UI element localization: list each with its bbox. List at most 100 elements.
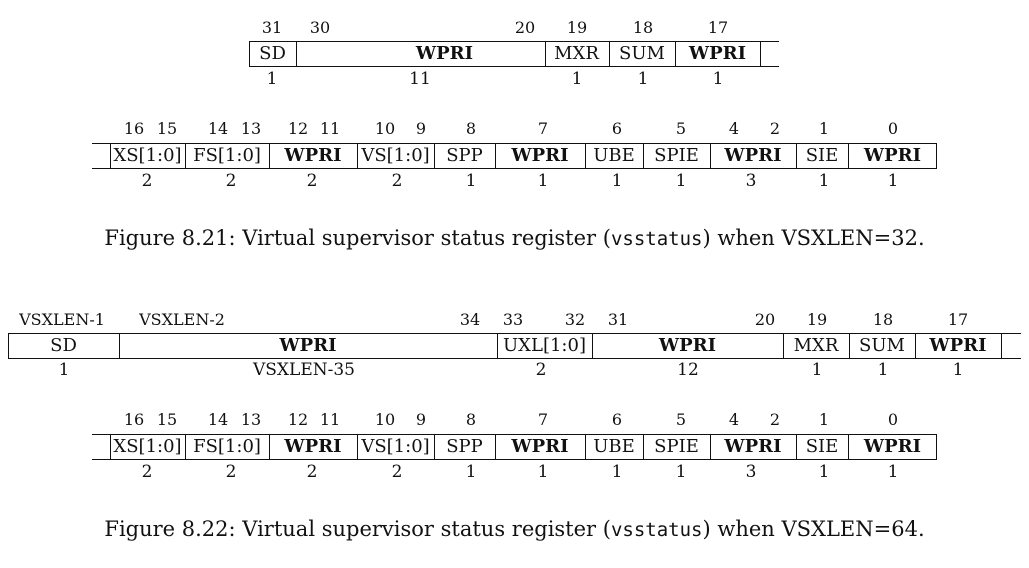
field-width: 1 xyxy=(571,69,583,89)
bit-index: 13 xyxy=(240,119,262,138)
field-divider xyxy=(675,41,676,66)
field-width: 2 xyxy=(391,171,403,191)
field-width: 2 xyxy=(141,462,153,482)
caption-text: ) when VSXLEN=32. xyxy=(702,226,925,250)
field-divider xyxy=(848,434,849,459)
field-sd: SD xyxy=(259,43,286,64)
bit-index: 10 xyxy=(374,410,396,429)
field-divider xyxy=(915,333,916,358)
register-row: SD WPRI UXL[1:0] WPRI MXR SUM WPRI xyxy=(8,333,1021,359)
bit-index: 15 xyxy=(156,410,178,429)
field-xs: XS[1:0] xyxy=(113,436,182,457)
register-row: XS[1:0] FS[1:0] WPRI VS[1:0] SPP WPRI UB… xyxy=(92,434,937,460)
field-ube: UBE xyxy=(593,436,635,457)
field-divider xyxy=(495,434,496,459)
field-divider xyxy=(545,41,546,66)
field-sd: SD xyxy=(50,335,77,356)
bit-index: 16 xyxy=(123,410,145,429)
field-divider xyxy=(185,434,186,459)
field-wpri: WPRI xyxy=(415,43,474,64)
bit-index: 8 xyxy=(465,410,477,429)
bit-index: 11 xyxy=(319,410,341,429)
field-divider xyxy=(592,333,593,358)
field-width-row: 2 2 2 2 1 1 1 1 3 1 1 xyxy=(0,461,1029,483)
field-xs: XS[1:0] xyxy=(113,145,182,166)
bit-index: 7 xyxy=(537,119,549,138)
bit-index: 5 xyxy=(675,119,687,138)
field-divider xyxy=(110,143,111,168)
field-width: 1 xyxy=(952,360,964,380)
field-width: 1 xyxy=(465,171,477,191)
field-divider xyxy=(296,41,297,66)
field-sum: SUM xyxy=(619,43,665,64)
field-mxr: MXR xyxy=(793,335,839,356)
field-wpri: WPRI xyxy=(284,436,342,457)
bit-index: 7 xyxy=(537,410,549,429)
field-width: 3 xyxy=(745,462,757,482)
bit-index: 0 xyxy=(887,410,899,429)
bit-index: 19 xyxy=(806,310,828,329)
field-wpri: WPRI xyxy=(284,145,342,166)
field-divider xyxy=(495,143,496,168)
field-divider xyxy=(119,333,120,358)
bit-index-row: 16 15 14 13 12 11 10 9 8 7 6 5 4 2 1 0 xyxy=(0,119,1029,139)
bit-index: 31 xyxy=(607,310,629,329)
field-sie: SIE xyxy=(805,436,839,457)
field-divider xyxy=(796,434,797,459)
bit-index: 18 xyxy=(632,18,654,37)
field-width: 2 xyxy=(535,360,547,380)
field-width: 2 xyxy=(391,462,403,482)
field-divider xyxy=(710,434,711,459)
field-divider xyxy=(936,434,937,459)
field-fs: FS[1:0] xyxy=(193,145,261,166)
field-width: 11 xyxy=(409,69,431,89)
field-divider xyxy=(849,333,850,358)
field-width: 1 xyxy=(675,462,687,482)
bit-index: 30 xyxy=(309,18,331,37)
bit-index: 32 xyxy=(564,310,586,329)
bit-index: 31 xyxy=(261,18,283,37)
field-width: 1 xyxy=(877,360,889,380)
field-wpri: WPRI xyxy=(929,335,987,356)
bit-index: 4 xyxy=(728,410,740,429)
figure-caption: Figure 8.21: Virtual supervisor status r… xyxy=(0,226,1029,250)
field-divider xyxy=(357,434,358,459)
register-row: XS[1:0] FS[1:0] WPRI VS[1:0] SPP WPRI UB… xyxy=(92,143,937,169)
bit-index: 15 xyxy=(156,119,178,138)
bit-index: 18 xyxy=(872,310,894,329)
bit-index: 14 xyxy=(207,119,229,138)
field-width: 1 xyxy=(637,69,649,89)
field-width-row: 1 11 1 1 1 xyxy=(0,68,1029,90)
field-divider xyxy=(848,143,849,168)
field-spie: SPIE xyxy=(654,145,699,166)
field-width: 1 xyxy=(887,171,899,191)
bit-index: 34 xyxy=(459,310,481,329)
field-width: 1 xyxy=(712,69,724,89)
field-divider xyxy=(710,143,711,168)
field-divider xyxy=(936,143,937,168)
bit-index: 6 xyxy=(611,119,623,138)
field-spp: SPP xyxy=(446,436,483,457)
field-divider xyxy=(643,434,644,459)
field-mxr: MXR xyxy=(554,43,599,64)
field-divider xyxy=(796,143,797,168)
bit-index: 12 xyxy=(287,119,309,138)
field-divider xyxy=(434,434,435,459)
bit-index: 13 xyxy=(240,410,262,429)
field-vs: VS[1:0] xyxy=(361,436,430,457)
field-width: 1 xyxy=(537,171,549,191)
field-width: VSXLEN-35 xyxy=(253,360,355,380)
field-width: 2 xyxy=(306,462,318,482)
bit-index: 14 xyxy=(207,410,229,429)
field-fs: FS[1:0] xyxy=(193,436,261,457)
field-divider xyxy=(269,143,270,168)
field-wpri: WPRI xyxy=(863,436,922,457)
field-divider xyxy=(760,41,761,66)
bit-index: 12 xyxy=(287,410,309,429)
field-width-row: 2 2 2 2 1 1 1 1 3 1 1 xyxy=(0,170,1029,192)
bit-index: 9 xyxy=(415,410,427,429)
field-width: 2 xyxy=(141,171,153,191)
caption-text: ) when VSXLEN=64. xyxy=(702,517,925,541)
bit-index: 19 xyxy=(566,18,588,37)
field-width: 1 xyxy=(675,171,687,191)
